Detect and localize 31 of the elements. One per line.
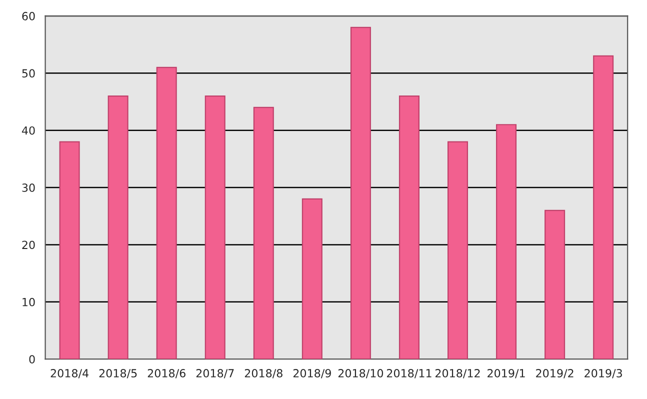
x-tick-label: 2018/6	[148, 369, 186, 378]
y-tick-label: 40	[22, 126, 35, 135]
bar	[302, 198, 322, 360]
x-tick-label: 2019/3	[584, 369, 622, 378]
bar	[253, 106, 274, 360]
x-tick-label: 2018/11	[386, 369, 432, 378]
y-tick-label: 30	[22, 184, 35, 192]
y-tick-label: 10	[22, 298, 35, 306]
y-tick-label: 0	[29, 355, 35, 364]
bar	[350, 26, 371, 360]
x-tick-label: 2018/10	[338, 369, 384, 378]
bar	[156, 66, 177, 360]
x-tick-label: 2018/9	[293, 369, 331, 378]
bar	[59, 141, 80, 360]
x-tick-label: 2018/4	[50, 369, 88, 378]
bar	[544, 210, 566, 360]
y-tick-label: 50	[22, 69, 35, 78]
x-tick-label: 2019/2	[536, 369, 574, 378]
y-tick-label: 60	[22, 12, 35, 20]
x-tick-label: 2018/12	[435, 369, 480, 378]
x-tick-label: 2019/1	[488, 369, 525, 378]
bar	[398, 95, 420, 360]
bar	[496, 124, 517, 360]
bar	[204, 95, 226, 360]
bar	[447, 141, 468, 360]
bar	[108, 95, 128, 360]
y-tick-label: 20	[22, 240, 35, 250]
x-tick-label: 2018/5	[99, 369, 137, 378]
x-tick-label: 2018/8	[244, 369, 282, 378]
x-tick-label: 2018/7	[196, 369, 234, 378]
bar	[593, 55, 614, 360]
